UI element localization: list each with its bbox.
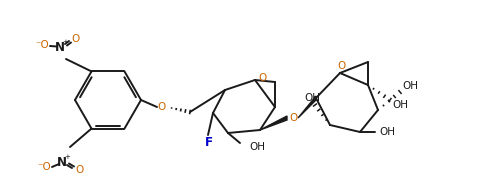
Text: OH: OH xyxy=(402,81,418,91)
Text: N: N xyxy=(57,155,67,169)
Polygon shape xyxy=(260,116,287,130)
Text: O: O xyxy=(259,73,267,83)
Text: OH: OH xyxy=(379,127,395,137)
Text: O: O xyxy=(72,34,80,44)
Text: O: O xyxy=(290,113,298,123)
Text: OH: OH xyxy=(392,100,408,110)
Text: +: + xyxy=(63,39,68,45)
Text: F: F xyxy=(205,136,213,150)
Text: +: + xyxy=(65,154,70,160)
Text: OH: OH xyxy=(304,93,320,103)
Polygon shape xyxy=(298,96,316,118)
Text: N: N xyxy=(55,41,65,54)
Text: O: O xyxy=(76,165,84,175)
Text: O: O xyxy=(158,102,166,112)
Text: OH: OH xyxy=(249,142,265,152)
Text: O: O xyxy=(338,61,346,71)
Text: ⁻O: ⁻O xyxy=(37,162,51,172)
Text: ⁻O: ⁻O xyxy=(35,40,49,50)
